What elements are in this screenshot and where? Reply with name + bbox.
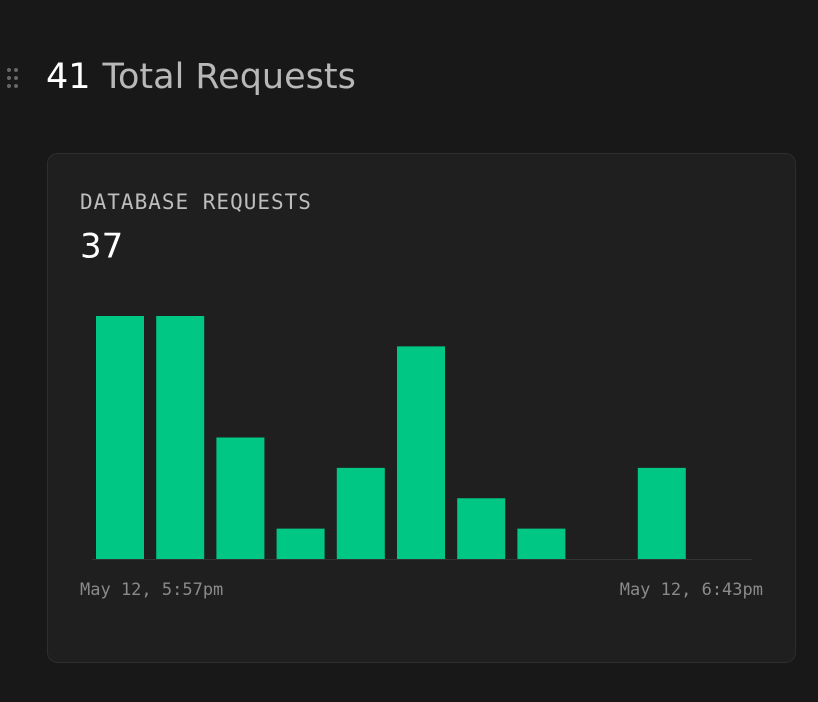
bar	[96, 316, 144, 559]
bar	[156, 316, 205, 559]
card-value: 37	[80, 227, 123, 267]
bar	[216, 437, 265, 559]
header-title: 41 Total Requests	[46, 57, 356, 97]
bar	[517, 528, 566, 559]
bar	[397, 346, 445, 559]
bar	[457, 498, 506, 559]
bar	[276, 528, 325, 559]
title: Total Requests	[102, 57, 356, 97]
total-count: 41	[46, 57, 91, 97]
x-tick-label: May 12, 5:57pm	[80, 580, 223, 600]
x-tick-label: May 12, 6:43pm	[620, 580, 763, 600]
bar	[637, 467, 686, 559]
drag-handle[interactable]	[7, 68, 18, 88]
card-label: DATABASE REQUESTS	[80, 190, 312, 214]
bar	[336, 467, 385, 559]
